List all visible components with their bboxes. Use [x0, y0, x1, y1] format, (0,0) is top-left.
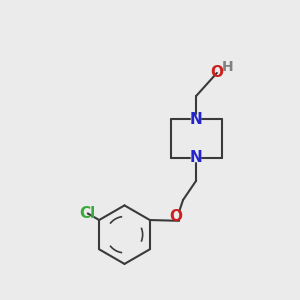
Text: H: H	[222, 60, 233, 74]
Text: Cl: Cl	[80, 206, 96, 221]
Text: N: N	[190, 112, 202, 127]
Text: O: O	[169, 209, 182, 224]
Text: N: N	[190, 150, 202, 165]
Text: O: O	[210, 65, 224, 80]
